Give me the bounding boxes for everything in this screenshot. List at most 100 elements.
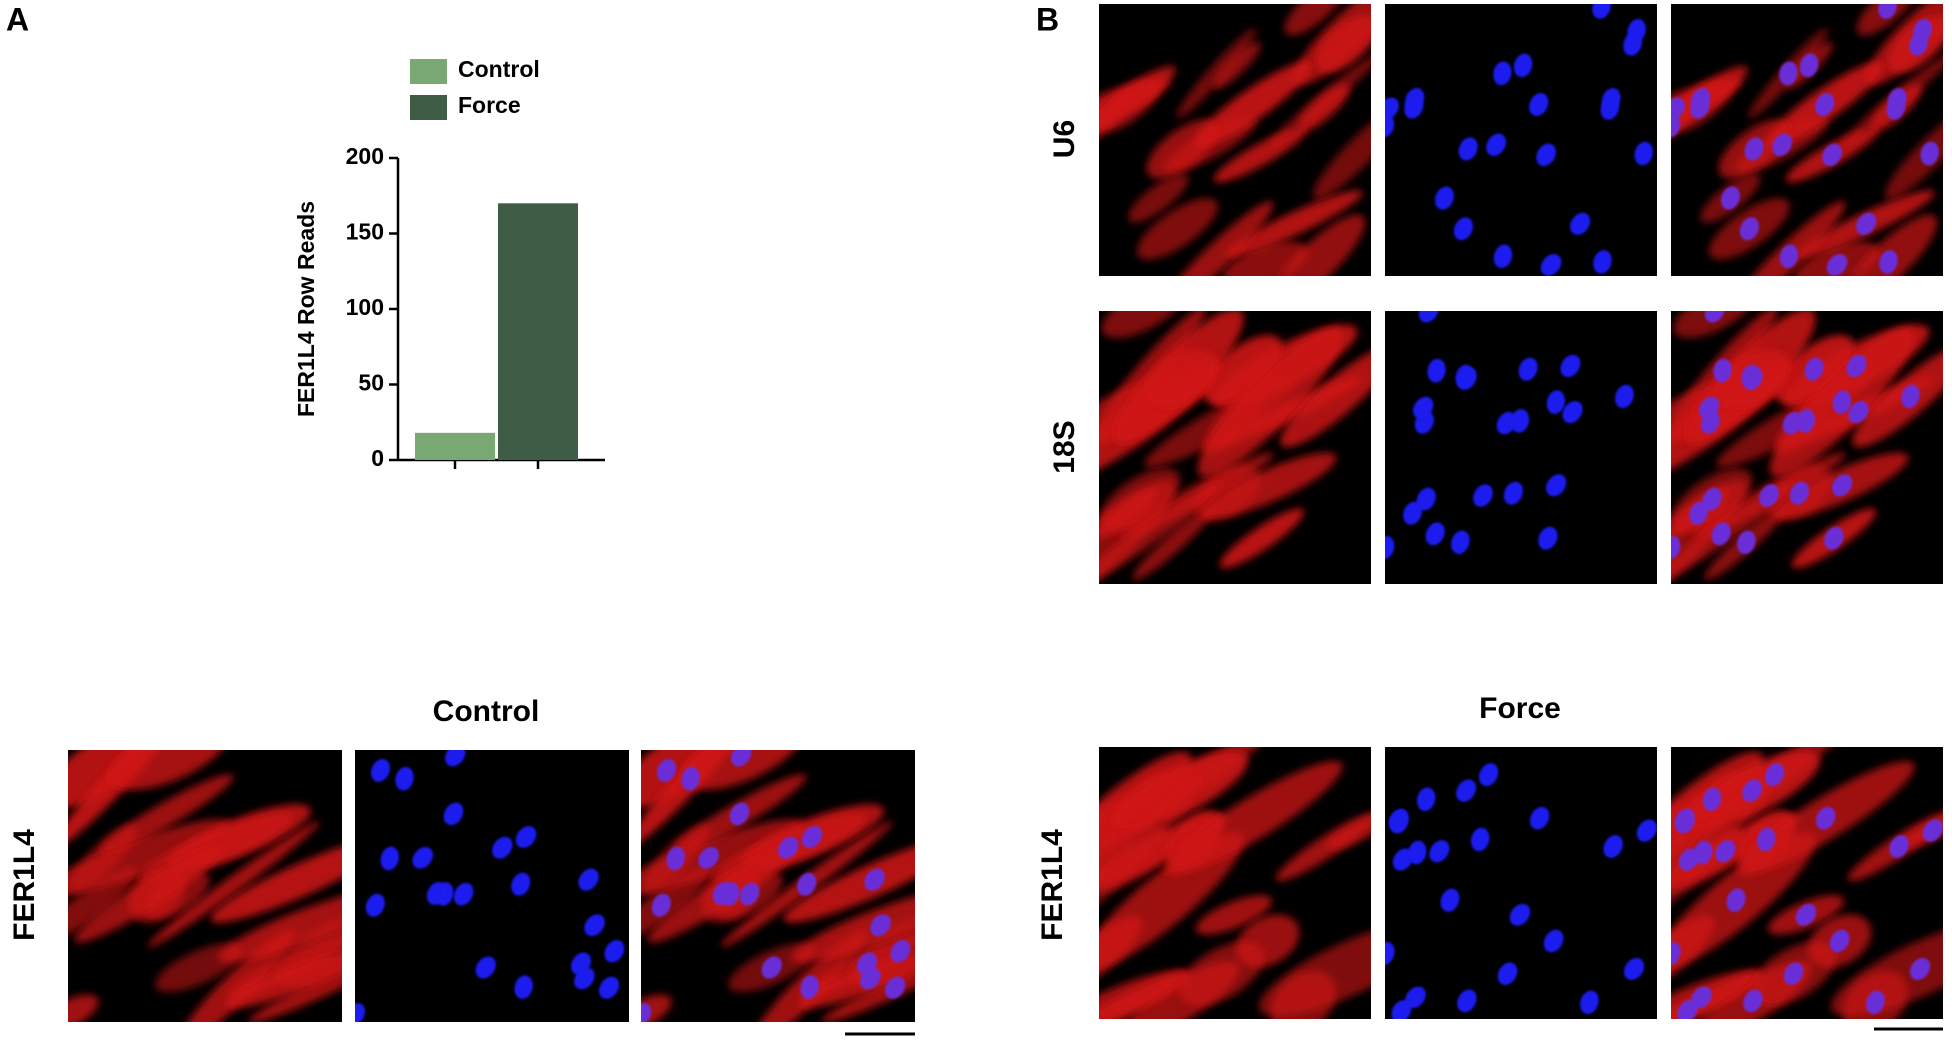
cytoplasm xyxy=(1136,198,1218,260)
nucleus xyxy=(1804,357,1824,381)
micrograph xyxy=(1671,4,1943,276)
nucleus xyxy=(1739,217,1760,241)
cytoplasm xyxy=(155,942,243,993)
nucleus xyxy=(1536,143,1556,167)
micrograph xyxy=(1671,311,1943,584)
cytoplasm xyxy=(1193,61,1312,148)
cytoplasm xyxy=(1099,468,1181,530)
row-label: FER1L4 xyxy=(1036,829,1069,941)
cytoplasm xyxy=(1176,28,1257,119)
nucleus xyxy=(1623,32,1642,56)
nucleus xyxy=(1623,957,1645,981)
nucleus xyxy=(1779,61,1798,86)
nucleus xyxy=(1678,848,1699,871)
nucleus xyxy=(1518,357,1538,381)
nucleus xyxy=(1772,133,1793,157)
legend-label: Force xyxy=(458,92,521,118)
nucleus xyxy=(1796,409,1816,433)
nucleus xyxy=(1543,929,1564,953)
nucleus xyxy=(380,846,399,871)
nucleus xyxy=(1815,806,1836,830)
panel-label: B xyxy=(1036,1,1059,37)
nucleus xyxy=(1546,474,1567,497)
nucleus xyxy=(1922,819,1943,842)
nucleus xyxy=(1779,244,1799,269)
nucleus xyxy=(729,802,750,826)
cytoplasm xyxy=(1132,504,1217,581)
nucleus xyxy=(1878,4,1897,19)
cytoplasm xyxy=(248,952,342,1022)
nucleus xyxy=(1782,411,1803,435)
cytoplasm xyxy=(1201,335,1283,404)
nucleus xyxy=(1418,311,1439,323)
micrograph xyxy=(355,750,629,1022)
cytoplasm xyxy=(1312,107,1371,200)
nucleus xyxy=(1389,810,1409,834)
nucleus xyxy=(731,750,752,767)
cytoplasm xyxy=(1195,895,1273,935)
cytoplasm xyxy=(1213,41,1261,89)
nucleus xyxy=(1385,97,1399,120)
cytoplasm xyxy=(1099,480,1225,584)
nucleus xyxy=(1451,530,1470,555)
nucleus xyxy=(1866,990,1885,1015)
nucleus xyxy=(884,976,906,999)
cytoplasm xyxy=(1269,53,1371,147)
cytoplasm xyxy=(143,869,210,919)
nucleus xyxy=(666,846,685,871)
nucleus xyxy=(1826,253,1848,276)
cytoplasm xyxy=(1160,201,1274,276)
nucleus xyxy=(514,975,533,999)
cytoplasm xyxy=(1219,508,1305,569)
cytoplasm xyxy=(1203,452,1337,518)
nucleus xyxy=(1744,137,1764,161)
column-title: Control xyxy=(433,695,540,728)
nucleus xyxy=(1702,487,1722,511)
nucleus xyxy=(698,846,720,869)
cytoplasm xyxy=(1225,190,1363,258)
cytoplasm xyxy=(1222,241,1309,276)
nucleus xyxy=(1509,903,1531,926)
image-background xyxy=(1385,311,1657,584)
nucleus xyxy=(1546,390,1566,415)
cytoplasm xyxy=(1258,921,1371,1016)
nucleus xyxy=(1677,1000,1698,1019)
nucleus xyxy=(1456,779,1477,802)
micrograph xyxy=(1099,4,1371,276)
nucleus xyxy=(641,1003,652,1022)
nucleus xyxy=(1391,1000,1412,1019)
row-label: FER1L4 xyxy=(8,829,41,941)
y-tick-label: 0 xyxy=(371,445,384,471)
cytoplasm xyxy=(68,867,139,944)
nucleus xyxy=(870,914,891,937)
nucleus xyxy=(365,893,385,917)
nucleus xyxy=(712,882,733,905)
nucleus xyxy=(1815,92,1835,117)
nucleus xyxy=(1879,250,1898,274)
nucleus xyxy=(1453,217,1474,241)
nucleus xyxy=(1887,87,1907,112)
nucleus xyxy=(1711,522,1731,546)
nucleus xyxy=(1503,481,1524,505)
nucleus xyxy=(395,766,414,791)
nucleus xyxy=(1470,827,1490,852)
nucleus xyxy=(1493,61,1512,86)
nucleus xyxy=(1795,903,1817,926)
micrograph xyxy=(1385,4,1657,276)
nucleus xyxy=(1486,133,1507,157)
nucleus xyxy=(1385,535,1395,560)
nucleus xyxy=(1416,487,1436,511)
cytoplasm xyxy=(1280,345,1371,448)
nucleus xyxy=(1726,888,1746,912)
nucleus xyxy=(1408,840,1427,865)
nucleus xyxy=(1720,186,1740,210)
legend-label: Control xyxy=(458,56,540,82)
nucleus xyxy=(1385,113,1395,138)
nucleus xyxy=(1392,848,1413,871)
nucleus xyxy=(1413,396,1434,419)
nucleus xyxy=(1702,787,1722,812)
nucleus xyxy=(1829,929,1850,953)
nucleus xyxy=(1824,526,1844,550)
y-tick-label: 150 xyxy=(346,219,384,245)
nucleus xyxy=(1636,819,1657,842)
